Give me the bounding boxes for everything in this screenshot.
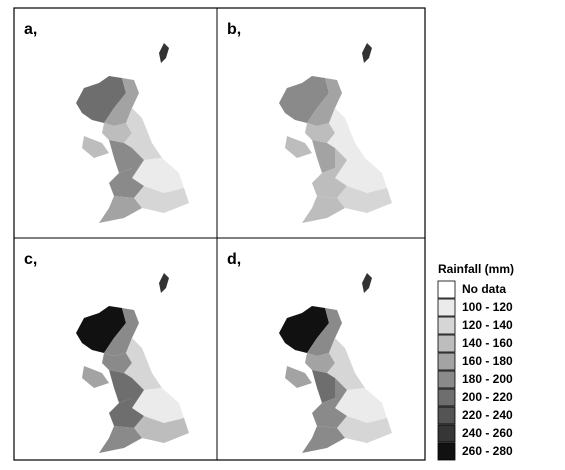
map-panel: d, <box>227 251 392 453</box>
legend-label: No data <box>462 282 506 296</box>
map <box>34 43 189 223</box>
map-panel: a, <box>24 21 189 223</box>
legend-swatch <box>437 406 456 425</box>
map-panel: c, <box>24 251 189 453</box>
legend-title: Rainfall (mm) <box>438 262 514 276</box>
legend: Rainfall (mm) No data 100 - 120 120 - 140 1… <box>437 262 514 461</box>
panel-frame <box>13 7 426 461</box>
legend-swatch <box>437 424 456 443</box>
map <box>237 273 392 453</box>
panel-label: d, <box>227 251 241 268</box>
map <box>34 273 189 453</box>
map <box>237 43 392 223</box>
legend-swatch <box>437 352 456 371</box>
legend-swatch <box>437 316 456 335</box>
panel-label: c, <box>24 251 37 268</box>
legend-label: 160 - 180 <box>462 354 513 368</box>
legend-swatch <box>437 298 456 317</box>
legend-label: 220 - 240 <box>462 408 513 422</box>
legend-label: 180 - 200 <box>462 372 513 386</box>
legend-swatch <box>437 370 456 389</box>
legend-swatch <box>437 442 456 461</box>
legend-label: 100 - 120 <box>462 300 513 314</box>
legend-swatch <box>437 280 456 299</box>
panels: a, b, c, d, <box>24 21 392 453</box>
legend-label: 140 - 160 <box>462 336 513 350</box>
panel-label: b, <box>227 21 241 38</box>
legend-label: 260 - 280 <box>462 444 513 458</box>
map-panel: b, <box>227 21 392 223</box>
legend-label: 120 - 140 <box>462 318 513 332</box>
legend-label: 240 - 260 <box>462 426 513 440</box>
legend-swatch <box>437 388 456 407</box>
legend-swatch <box>437 334 456 353</box>
legend-label: 200 - 220 <box>462 390 513 404</box>
panel-label: a, <box>24 21 37 38</box>
